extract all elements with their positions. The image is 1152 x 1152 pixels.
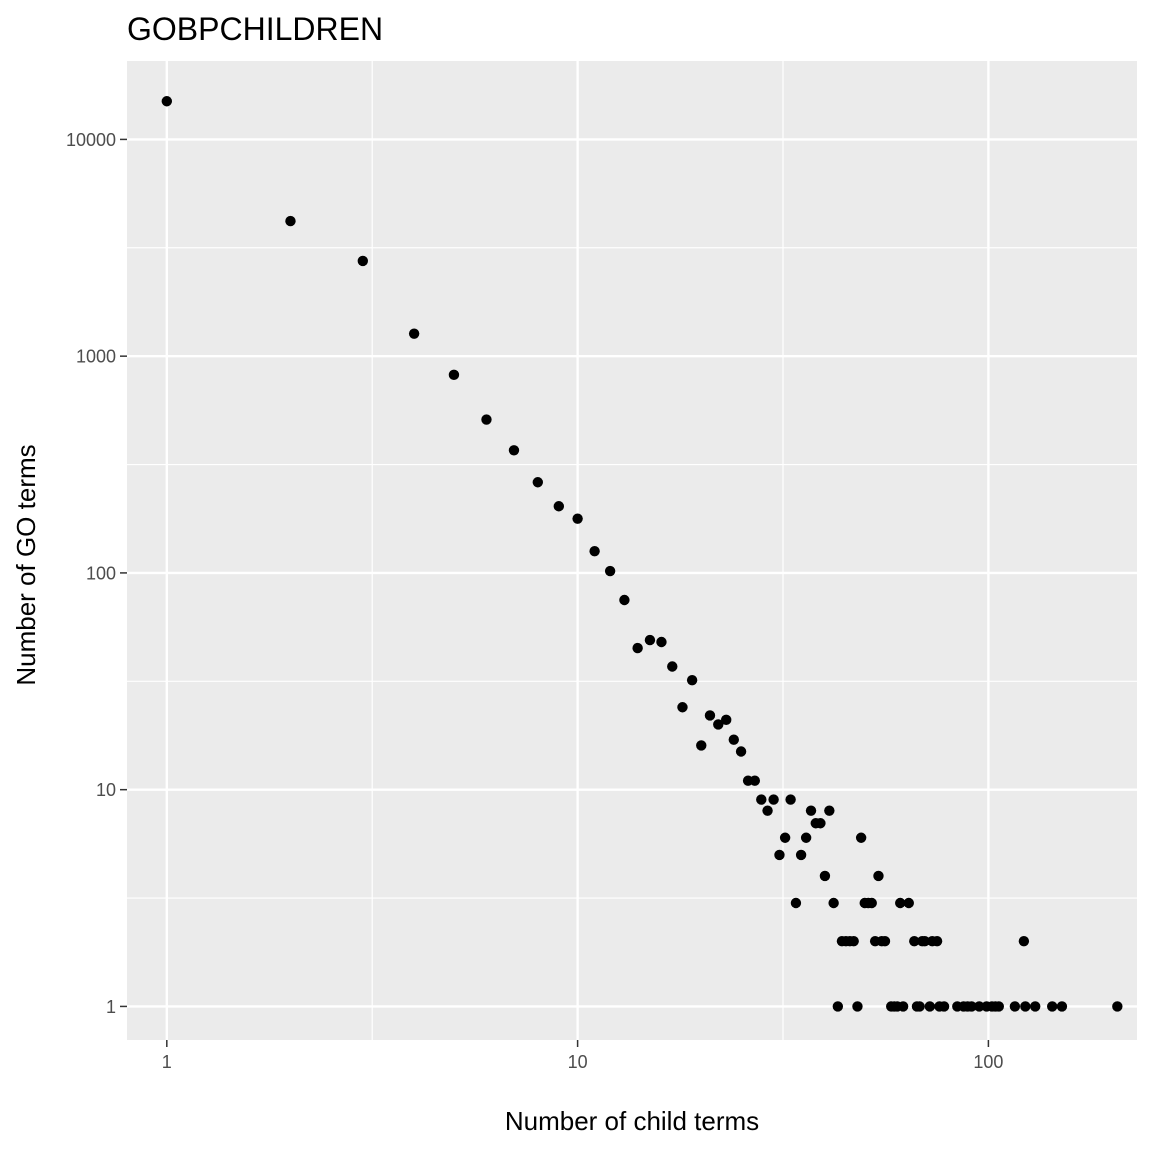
- data-point: [481, 414, 492, 425]
- data-point: [819, 870, 831, 882]
- data-point: [713, 719, 724, 730]
- y-tick-label: 1000: [76, 347, 116, 367]
- x-axis: 1 10 100: [162, 1040, 1003, 1072]
- x-tick-label: 10: [568, 1052, 588, 1072]
- data-point: [161, 96, 173, 107]
- data-point: [924, 1001, 935, 1012]
- y-tick-label: 100: [86, 563, 116, 583]
- data-point: [696, 740, 707, 751]
- data-point: [686, 674, 698, 686]
- data-point: [572, 513, 583, 524]
- data-point: [873, 870, 884, 882]
- data-point: [785, 794, 796, 805]
- data-point: [448, 369, 460, 381]
- data-point: [790, 897, 802, 909]
- data-point: [728, 734, 739, 745]
- x-tick-label: 100: [973, 1052, 1003, 1072]
- data-point: [756, 794, 767, 805]
- data-point: [285, 215, 296, 227]
- data-point: [721, 714, 732, 726]
- data-point: [589, 545, 600, 557]
- x-axis-title: Number of child terms: [505, 1106, 759, 1136]
- y-axis: 1 10 100 1000 10000: [66, 130, 127, 1017]
- data-point: [832, 1001, 844, 1012]
- data-point: [762, 805, 773, 816]
- data-point: [1020, 1001, 1031, 1012]
- data-point: [828, 897, 839, 909]
- y-tick-label: 10000: [66, 130, 116, 150]
- data-point: [1112, 1001, 1123, 1012]
- data-point: [408, 328, 420, 339]
- data-point: [815, 818, 826, 829]
- data-point: [749, 775, 761, 786]
- data-point: [848, 935, 859, 947]
- chart-title: GOBPCHILDREN: [127, 11, 383, 47]
- data-point: [1030, 1001, 1041, 1012]
- data-point: [677, 702, 688, 713]
- data-point: [508, 445, 520, 456]
- data-point: [644, 634, 656, 646]
- data-point: [909, 935, 920, 947]
- data-point: [800, 832, 812, 843]
- y-axis-title: Number of GO terms: [11, 444, 41, 685]
- data-point: [1047, 1001, 1058, 1012]
- data-point: [735, 746, 747, 757]
- data-point: [632, 642, 643, 654]
- data-point: [1018, 935, 1030, 947]
- data-point: [895, 897, 906, 909]
- data-point: [914, 1001, 925, 1012]
- data-point: [779, 832, 791, 843]
- data-point: [993, 1001, 1004, 1012]
- data-point: [966, 1001, 977, 1012]
- data-point: [704, 710, 716, 721]
- data-point: [553, 501, 565, 512]
- data-point: [974, 1001, 985, 1012]
- data-point: [805, 805, 817, 816]
- data-point: [852, 1001, 863, 1012]
- data-point: [532, 477, 543, 488]
- data-point: [931, 935, 943, 947]
- data-point: [667, 661, 678, 672]
- y-tick-label: 10: [96, 780, 116, 800]
- data-point: [879, 935, 891, 947]
- data-point: [1009, 1001, 1021, 1012]
- data-point: [656, 636, 667, 648]
- plot-panel: [127, 61, 1137, 1040]
- data-points: [161, 96, 1123, 1012]
- minor-gridlines: [127, 61, 1137, 1040]
- data-point: [855, 832, 867, 843]
- data-point: [866, 897, 877, 909]
- data-point: [357, 255, 369, 267]
- data-point: [824, 805, 835, 816]
- data-point: [619, 594, 630, 606]
- data-point: [604, 565, 616, 577]
- x-tick-label: 1: [162, 1052, 172, 1072]
- data-point: [795, 849, 807, 861]
- data-point: [897, 1001, 909, 1012]
- data-point: [919, 935, 930, 947]
- data-point: [774, 849, 785, 861]
- y-tick-label: 1: [106, 997, 116, 1017]
- data-point: [938, 1001, 950, 1012]
- data-point: [1056, 1001, 1068, 1012]
- data-point: [768, 794, 779, 805]
- data-point: [903, 897, 914, 909]
